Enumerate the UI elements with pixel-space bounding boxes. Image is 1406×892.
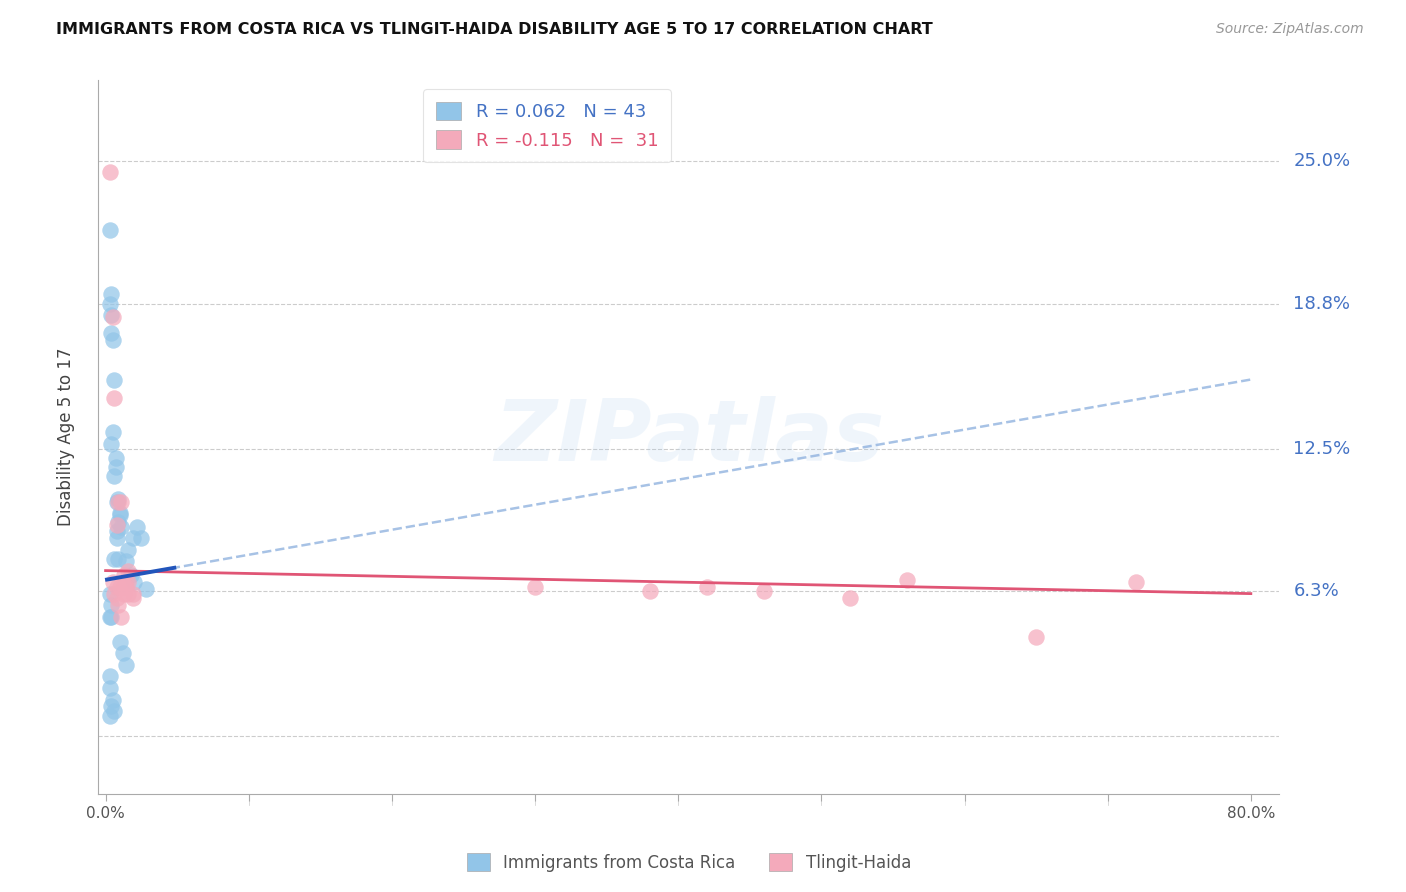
Text: 18.8%: 18.8% [1294, 294, 1350, 312]
Text: 25.0%: 25.0% [1294, 152, 1351, 169]
Point [108, 635, 131, 649]
Point [100, 308, 122, 322]
Point [112, 580, 135, 594]
Point [107, 552, 129, 566]
Point [103, 469, 125, 483]
Text: 12.5%: 12.5% [1294, 440, 1351, 458]
Point [696, 580, 718, 594]
Point [121, 591, 143, 606]
Point [524, 580, 547, 594]
Point [114, 580, 136, 594]
Point [839, 591, 862, 606]
Legend: Immigrants from Costa Rica, Tlingit-Haida: Immigrants from Costa Rica, Tlingit-Haid… [460, 847, 918, 879]
Point [100, 326, 122, 341]
Point [638, 584, 661, 599]
Point [101, 310, 124, 325]
Point [101, 692, 124, 706]
Point [1125, 575, 1147, 590]
Point [135, 582, 157, 596]
Point [98, 586, 121, 600]
Point [110, 520, 132, 534]
Point [101, 425, 124, 440]
Point [105, 591, 128, 606]
Point [98, 681, 121, 695]
Point [100, 287, 122, 301]
Point [98, 223, 121, 237]
Point [131, 532, 153, 546]
Point [98, 669, 121, 683]
Point [100, 609, 122, 624]
Point [117, 542, 139, 557]
Point [111, 647, 134, 661]
Point [100, 598, 122, 612]
Text: 6.3%: 6.3% [1294, 582, 1339, 600]
Point [107, 515, 129, 529]
Point [752, 584, 775, 599]
Point [104, 450, 127, 465]
Text: ZIPatlas: ZIPatlas [494, 395, 884, 479]
Y-axis label: Disability Age 5 to 17: Disability Age 5 to 17 [56, 348, 75, 526]
Point [101, 334, 124, 348]
Point [125, 520, 148, 534]
Point [105, 517, 128, 532]
Point [105, 524, 128, 539]
Point [105, 580, 128, 594]
Point [110, 494, 132, 508]
Point [112, 568, 135, 582]
Point [105, 494, 128, 508]
Point [100, 437, 122, 451]
Point [107, 492, 129, 507]
Point [101, 575, 124, 590]
Point [896, 573, 918, 587]
Point [103, 552, 125, 566]
Point [120, 568, 142, 582]
Point [114, 554, 136, 568]
Point [110, 609, 132, 624]
Point [103, 586, 125, 600]
Text: Source: ZipAtlas.com: Source: ZipAtlas.com [1216, 22, 1364, 37]
Point [108, 508, 131, 523]
Text: IMMIGRANTS FROM COSTA RICA VS TLINGIT-HAIDA DISABILITY AGE 5 TO 17 CORRELATION C: IMMIGRANTS FROM COSTA RICA VS TLINGIT-HA… [56, 22, 934, 37]
Point [98, 708, 121, 723]
Point [121, 532, 143, 546]
Point [98, 609, 121, 624]
Point [100, 699, 122, 714]
Point [122, 575, 145, 590]
Point [112, 586, 135, 600]
Point [98, 296, 121, 310]
Point [117, 575, 139, 590]
Point [103, 372, 125, 386]
Point [104, 460, 127, 475]
Point [117, 586, 139, 600]
Point [103, 704, 125, 718]
Point [107, 494, 129, 508]
Point [107, 598, 129, 612]
Point [114, 575, 136, 590]
Point [105, 532, 128, 546]
Point [117, 564, 139, 578]
Point [108, 506, 131, 520]
Point [1025, 631, 1047, 645]
Point [108, 580, 131, 594]
Point [114, 657, 136, 672]
Point [103, 391, 125, 405]
Point [98, 165, 121, 179]
Point [121, 586, 143, 600]
